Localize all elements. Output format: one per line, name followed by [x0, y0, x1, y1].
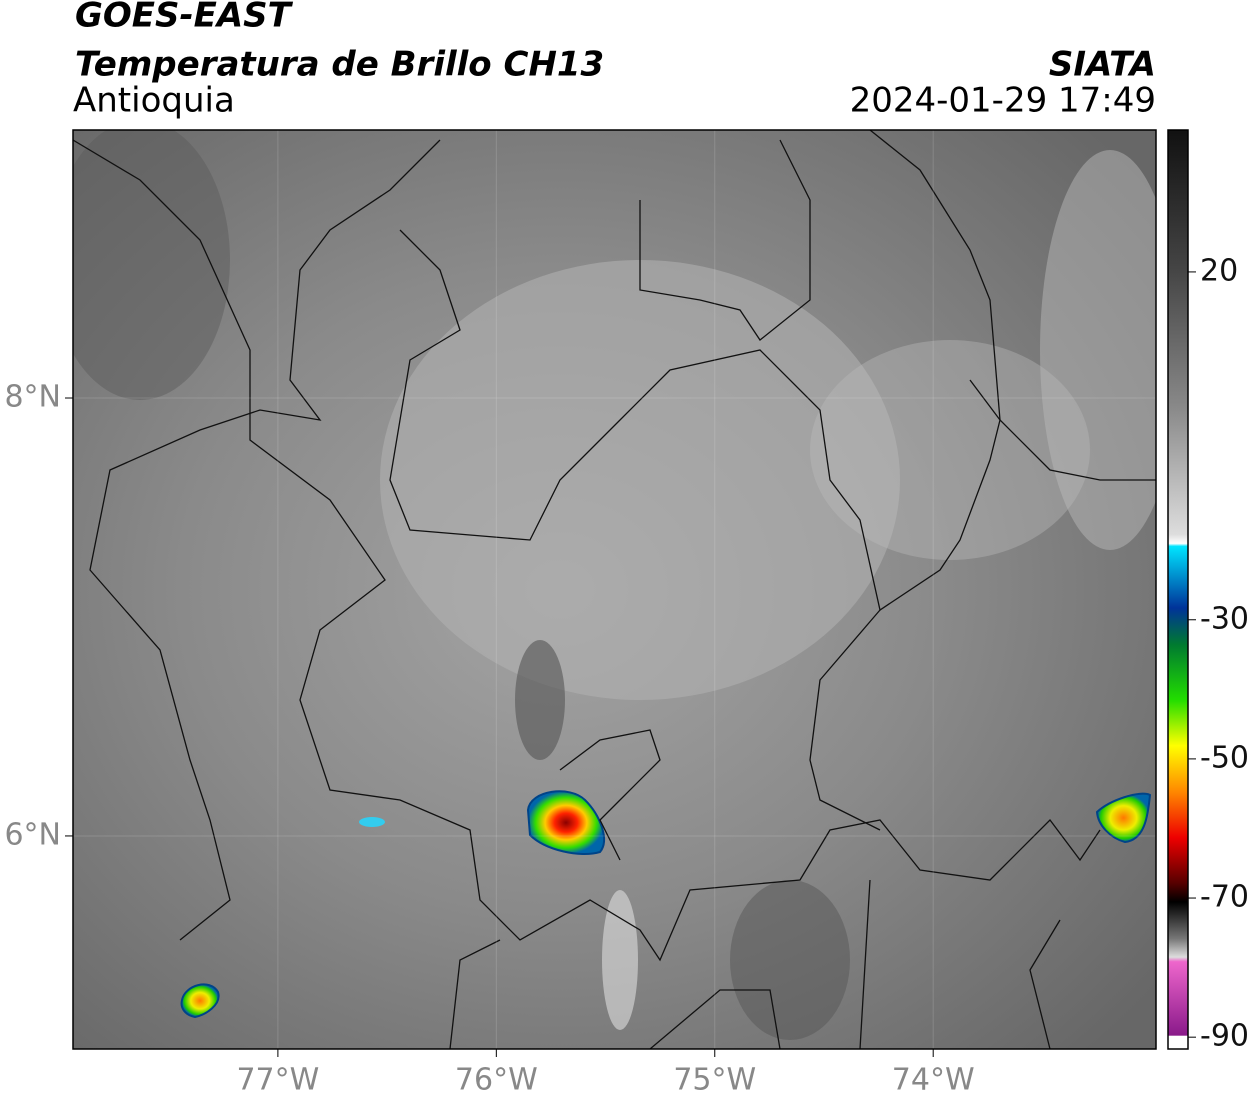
- colorbar-label: 20: [1200, 253, 1238, 288]
- colorbar-label: -70: [1200, 880, 1249, 915]
- x-tick-label: 76°W: [455, 1063, 538, 1098]
- colorbar: [1167, 129, 1189, 1050]
- source: SIATA: [1049, 45, 1156, 85]
- colorbar-label: -30: [1200, 601, 1249, 636]
- datetime: 2024-01-29 17:49: [850, 81, 1156, 121]
- region: Antioquia: [73, 81, 235, 121]
- x-tick-label: 77°W: [236, 1063, 319, 1098]
- colorbar-label: -50: [1200, 740, 1249, 775]
- title: GOES-EAST: [75, 0, 294, 36]
- x-tick-label: 75°W: [673, 1063, 756, 1098]
- y-tick-label: 6°N: [4, 817, 61, 852]
- y-tick-label: 8°N: [4, 380, 61, 415]
- x-tick-label: 74°W: [892, 1063, 975, 1098]
- subtitle: Temperatura de Brillo CH13: [75, 45, 604, 85]
- colorbar-label: -90: [1200, 1019, 1249, 1054]
- map-frame: [72, 129, 1157, 1050]
- satellite-image: [73, 130, 1156, 1049]
